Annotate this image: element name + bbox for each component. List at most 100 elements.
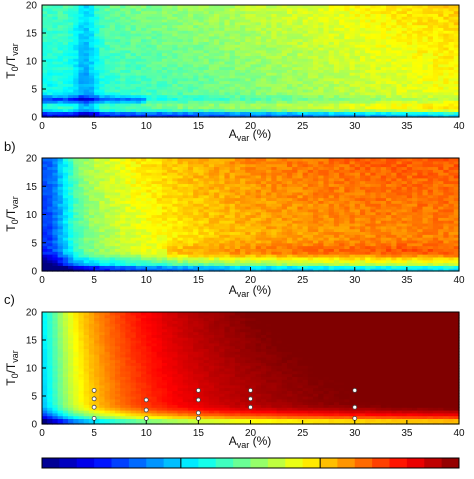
y-tick-label: 10	[26, 57, 38, 68]
heatmap-cell	[162, 158, 168, 161]
heatmap-cell	[261, 5, 267, 8]
heatmap-cell	[115, 158, 121, 161]
heatmap-cell	[428, 5, 434, 8]
heatmap-cell	[172, 5, 178, 8]
heatmap-cell	[350, 5, 356, 8]
heatmap-cell	[84, 158, 90, 161]
heatmap-cell	[47, 5, 53, 8]
heatmap-cell	[438, 5, 444, 8]
heatmap-cell	[344, 5, 350, 8]
heatmap-cell	[52, 5, 58, 8]
heatmap-cell	[188, 5, 194, 8]
heatmap-cell	[224, 158, 230, 161]
heatmap-cell	[391, 5, 397, 8]
heatmap-cell	[141, 158, 147, 161]
heatmap-cell	[167, 5, 173, 8]
heatmap-cell	[188, 158, 194, 161]
heatmap-cell	[131, 158, 137, 161]
heatmap-cell	[230, 158, 236, 161]
heatmap-cell	[219, 158, 225, 161]
heatmap-cell	[183, 5, 189, 8]
y-tick-label: 20	[26, 1, 38, 12]
heatmap-cell	[146, 158, 152, 161]
heatmap-cell	[178, 158, 184, 161]
heatmap-cell	[94, 5, 100, 8]
heatmap-cell	[443, 5, 449, 8]
heatmap-cell	[282, 5, 288, 8]
heatmap-cell	[449, 5, 455, 8]
heatmap-cell	[386, 5, 392, 8]
heatmap-cell	[376, 5, 382, 8]
heatmap-cell	[198, 158, 204, 161]
heatmap-cell	[370, 5, 376, 8]
heatmap-cell	[42, 5, 48, 8]
heatmap-cell	[318, 5, 324, 8]
heatmap-cell	[183, 158, 189, 161]
heatmap-cell	[99, 5, 105, 8]
x-tick-label: 40	[453, 121, 465, 132]
heatmap-cell	[198, 5, 204, 8]
heatmap-cell	[245, 158, 251, 161]
heatmap-cell	[313, 5, 319, 8]
heatmap-cell	[63, 5, 69, 8]
heatmap-cell	[214, 5, 220, 8]
heatmap-cell	[131, 5, 137, 8]
heatmap-cell	[125, 5, 131, 8]
heatmap-cell	[297, 5, 303, 8]
heatmap-cell	[73, 5, 79, 8]
heatmap-cell	[73, 158, 79, 161]
heatmap-cell	[251, 5, 257, 8]
heatmap-cell	[193, 158, 199, 161]
heatmap-cell	[172, 158, 178, 161]
heatmap-cell	[209, 158, 215, 161]
heatmap-cell	[365, 5, 371, 8]
heatmap-cell	[84, 5, 90, 8]
heatmap-cell	[115, 5, 121, 8]
panel-b-label: b)	[4, 139, 16, 154]
y-tick-label: 15	[26, 29, 38, 40]
heatmap-cell	[245, 5, 251, 8]
heatmap-cell	[224, 5, 230, 8]
heatmap-cell	[63, 158, 69, 161]
heatmap-cell	[58, 5, 64, 8]
heatmap-cell	[120, 5, 126, 8]
x-tick-label: 35	[401, 121, 413, 132]
heatmap-cell	[204, 5, 210, 8]
heatmap-cell	[209, 5, 215, 8]
heatmap-cell	[214, 158, 220, 161]
heatmap-cell	[240, 158, 246, 161]
heatmap-cell	[68, 158, 74, 161]
x-tick-label: 30	[349, 121, 361, 132]
x-tick-label: 15	[193, 121, 205, 132]
heatmap-cell	[417, 5, 423, 8]
heatmap-cell	[261, 158, 267, 161]
heatmap-cell	[256, 158, 262, 161]
heatmap-cell	[277, 5, 283, 8]
heatmap-cell	[105, 158, 111, 161]
heatmap-cell	[381, 5, 387, 8]
heatmap-cell	[251, 158, 257, 161]
panel-a-heatmap	[42, 5, 460, 118]
heatmap-cell	[355, 5, 361, 8]
heatmap-cell	[94, 158, 100, 161]
heatmap-cell	[146, 5, 152, 8]
heatmap-cell	[151, 158, 157, 161]
heatmap-cell	[219, 5, 225, 8]
heatmap-cell	[266, 5, 272, 8]
heatmap-cell	[433, 5, 439, 8]
heatmap-cell	[204, 158, 210, 161]
heatmap-cell	[99, 158, 105, 161]
heatmap-cell	[287, 5, 293, 8]
heatmap-cell	[235, 5, 241, 8]
heatmap-cell	[47, 158, 53, 161]
heatmap-cell	[58, 158, 64, 161]
y-tick-label: 0	[31, 113, 37, 124]
heatmap-cell	[157, 158, 163, 161]
heatmap-cell	[407, 5, 413, 8]
heatmap-cell	[235, 158, 241, 161]
heatmap-cell	[136, 5, 142, 8]
heatmap-cell	[329, 5, 335, 8]
